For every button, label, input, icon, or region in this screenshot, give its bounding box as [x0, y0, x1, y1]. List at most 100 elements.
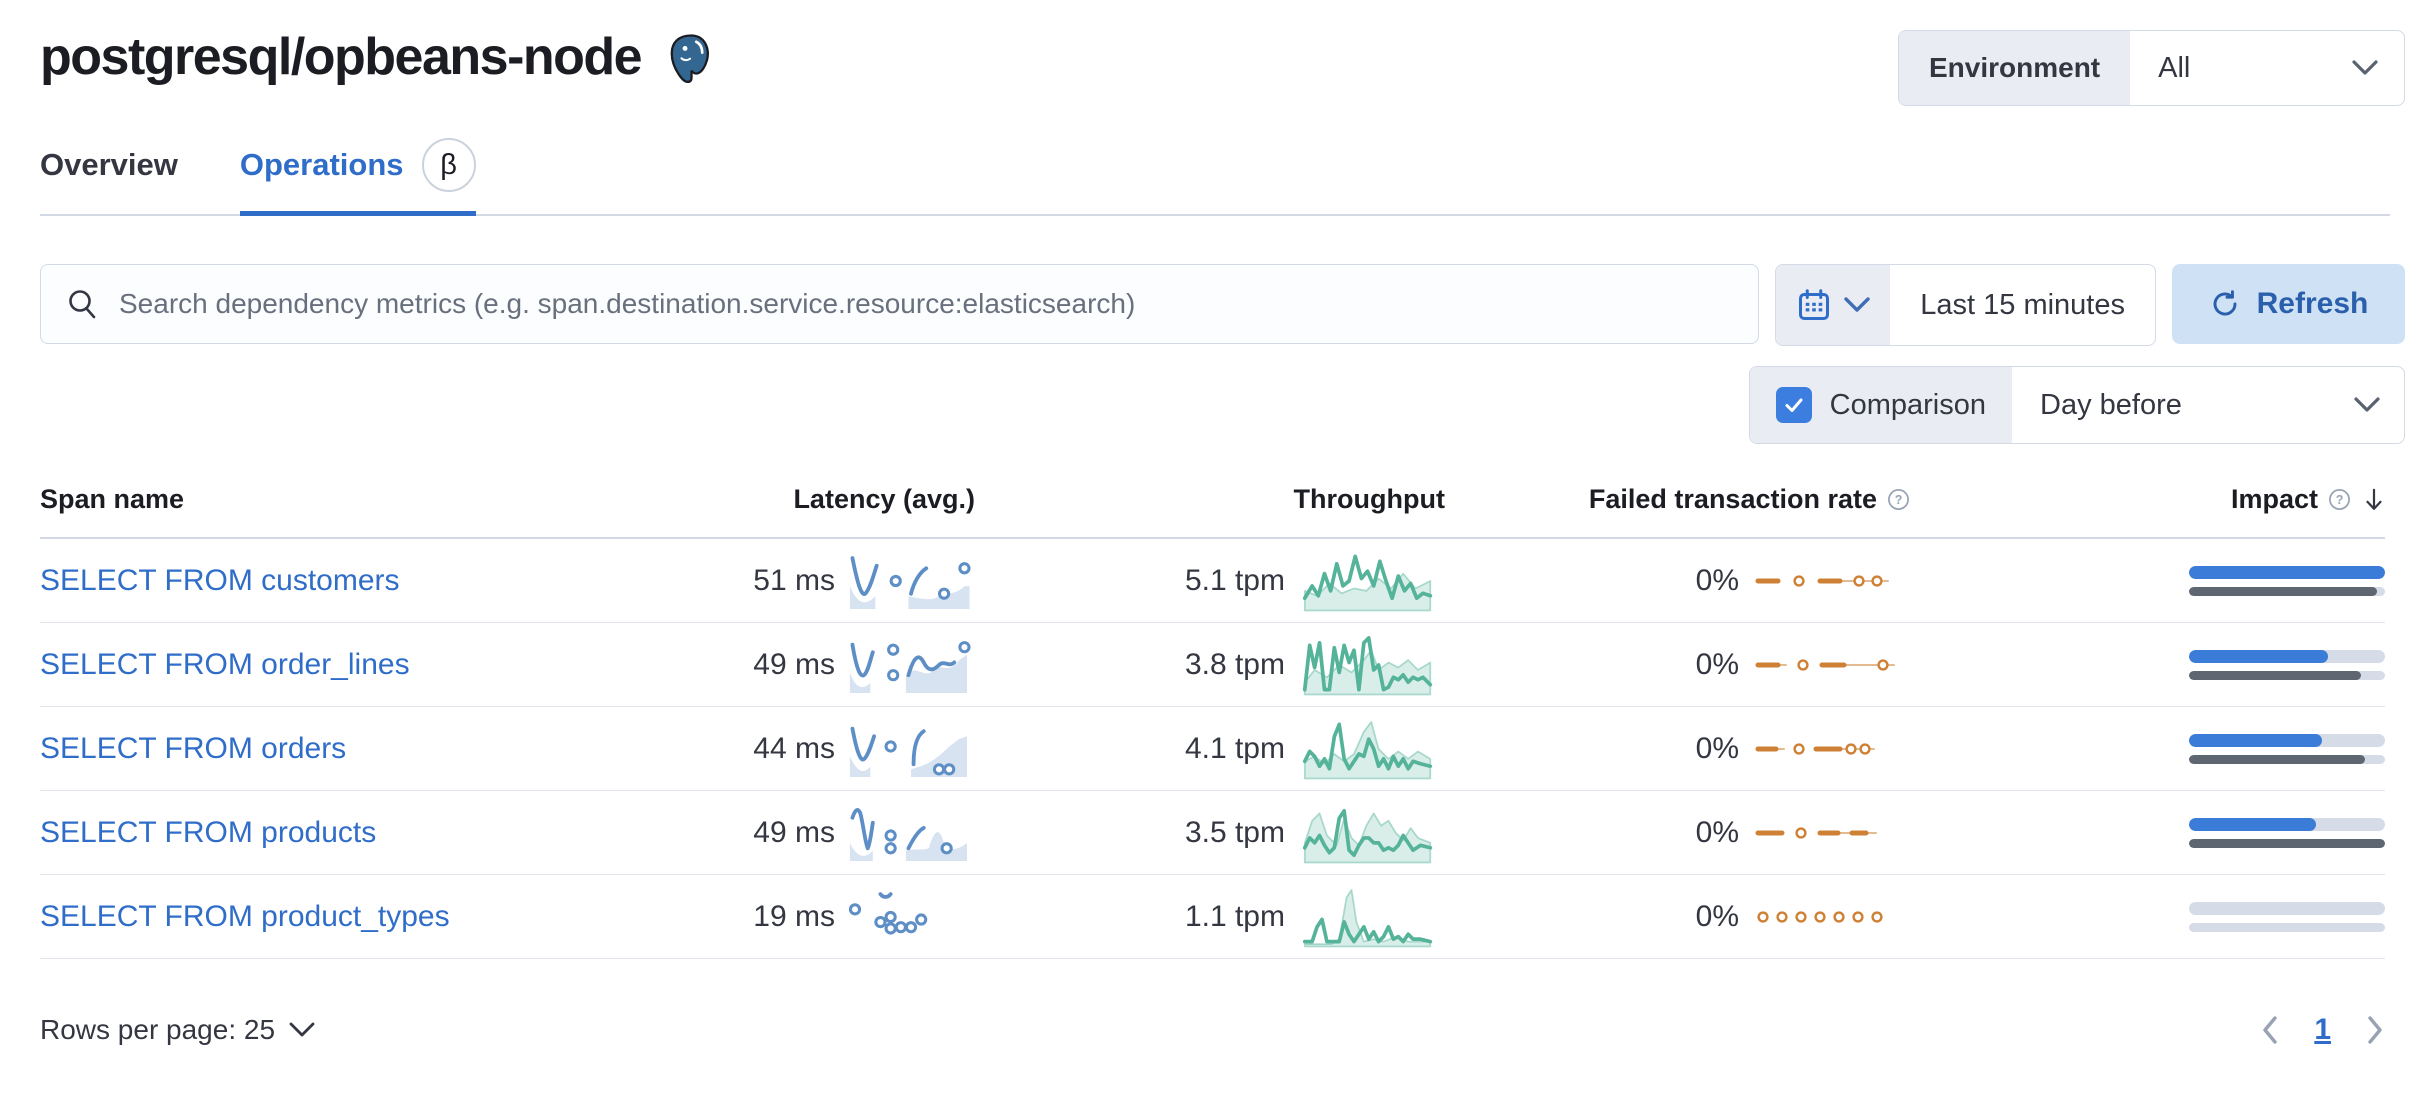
- comparison-control: Comparison Day before: [1748, 366, 2405, 444]
- comparison-value: Day before: [2040, 388, 2182, 421]
- failed-rate-sparkline: [1755, 821, 1910, 845]
- rows-per-page-label: Rows per page: 25: [40, 1014, 276, 1045]
- svg-text:?: ?: [2336, 493, 2344, 507]
- failed-rate-sparkline: [1755, 653, 1910, 677]
- latency-sparkline: [847, 721, 975, 777]
- tab-operations[interactable]: Operations β: [239, 138, 476, 216]
- page-header: postgresql/opbeans-node Environment All: [0, 0, 2430, 106]
- impact-bar-previous: [2189, 754, 2385, 764]
- table-header-row: Span name Latency (avg.) Throughput Fail…: [40, 484, 2385, 539]
- environment-value: All: [2158, 51, 2191, 84]
- date-quick-select-button[interactable]: [1776, 265, 1891, 345]
- throughput-sparkline: [1295, 885, 1445, 949]
- span-name-link[interactable]: SELECT FROM product_types: [40, 899, 450, 933]
- impact-bar-current: [2189, 733, 2385, 747]
- comparison-row: Comparison Day before: [40, 366, 2405, 444]
- failed-rate-value: 0%: [1695, 899, 1739, 933]
- question-icon: ?: [2329, 489, 2350, 510]
- check-icon: [1785, 398, 1803, 412]
- refresh-label: Refresh: [2256, 287, 2369, 320]
- time-range-button[interactable]: Last 15 minutes: [1920, 288, 2125, 321]
- latency-value: 19 ms: [753, 899, 835, 933]
- impact-bar-previous: [2189, 586, 2385, 596]
- environment-label: Environment: [1899, 31, 2131, 105]
- operations-table: Span name Latency (avg.) Throughput Fail…: [40, 484, 2385, 959]
- failed-rate-sparkline: [1755, 737, 1910, 761]
- column-header-latency[interactable]: Latency (avg.): [793, 484, 975, 514]
- impact-bar-current-fill: [2189, 649, 2329, 663]
- next-page-icon[interactable]: [2365, 1015, 2385, 1045]
- rows-per-page-button[interactable]: Rows per page: 25: [40, 1014, 315, 1046]
- impact-bar-previous-fill: [2189, 754, 2366, 764]
- comparison-checkbox[interactable]: [1775, 387, 1812, 423]
- latency-value: 44 ms: [753, 731, 835, 765]
- search-icon: [69, 290, 96, 319]
- column-header-impact[interactable]: Impact ?: [1910, 484, 2385, 537]
- impact-bar-current: [2189, 901, 2385, 915]
- tab-overview-label: Overview: [40, 147, 178, 182]
- impact-bar-current: [2189, 649, 2385, 663]
- impact-bar-previous-fill: [2189, 586, 2378, 596]
- failed-rate-sparkline: [1755, 569, 1910, 593]
- failed-rate-value: 0%: [1695, 731, 1739, 765]
- tab-operations-label: Operations: [239, 147, 404, 182]
- impact-bar-current: [2189, 817, 2385, 831]
- table-row: SELECT FROM products 49 ms 3.5 tpm 0%: [40, 791, 2385, 875]
- failed-rate-sparkline: [1755, 905, 1910, 929]
- span-name-link[interactable]: SELECT FROM orders: [40, 731, 347, 765]
- page-number[interactable]: 1: [2314, 1013, 2331, 1046]
- latency-sparkline: [847, 805, 975, 861]
- table-body: SELECT FROM customers 51 ms 5.1 tpm 0%: [40, 539, 2385, 959]
- impact-bars: [2189, 565, 2385, 596]
- table-footer: Rows per page: 25 1: [40, 1013, 2385, 1047]
- chevron-down-icon: [2354, 397, 2380, 412]
- impact-bar-previous: [2189, 670, 2385, 680]
- throughput-sparkline: [1295, 717, 1445, 781]
- impact-bar-previous: [2189, 838, 2385, 848]
- pagination: 1: [2260, 1013, 2385, 1047]
- table-row: SELECT FROM customers 51 ms 5.1 tpm 0%: [40, 539, 2385, 623]
- refresh-icon: [2213, 290, 2237, 316]
- tab-overview[interactable]: Overview: [40, 138, 178, 216]
- search-box: [40, 264, 1760, 344]
- throughput-value: 4.1 tpm: [1184, 731, 1285, 765]
- latency-sparkline: [847, 553, 975, 609]
- impact-bars: [2189, 649, 2385, 680]
- beta-badge: β: [421, 138, 476, 192]
- throughput-value: 5.1 tpm: [1184, 563, 1285, 597]
- column-header-span-name[interactable]: Span name: [40, 484, 185, 514]
- failed-rate-value: 0%: [1695, 563, 1739, 597]
- failed-rate-value: 0%: [1695, 647, 1739, 681]
- latency-sparkline: [847, 889, 975, 945]
- span-name-link[interactable]: SELECT FROM order_lines: [40, 647, 410, 681]
- latency-sparkline: [847, 637, 975, 693]
- throughput-value: 3.5 tpm: [1184, 815, 1285, 849]
- table-row: SELECT FROM product_types 19 ms 1.1 tpm …: [40, 875, 2385, 959]
- impact-bar-previous-fill: [2189, 670, 2362, 680]
- refresh-button[interactable]: Refresh: [2172, 264, 2405, 344]
- throughput-value: 1.1 tpm: [1184, 899, 1285, 933]
- sort-desc-icon: [2366, 488, 2382, 510]
- impact-bar-current-fill: [2189, 817, 2317, 831]
- span-name-link[interactable]: SELECT FROM customers: [40, 563, 400, 597]
- comparison-label: Comparison: [1829, 388, 1986, 421]
- search-input[interactable]: [40, 264, 1760, 344]
- impact-bars: [2189, 817, 2385, 848]
- impact-bar-previous-fill: [2189, 838, 2385, 848]
- previous-page-icon[interactable]: [2260, 1015, 2280, 1045]
- latency-value: 49 ms: [753, 647, 835, 681]
- column-header-throughput[interactable]: Throughput: [1293, 484, 1445, 514]
- page-title: postgresql/opbeans-node: [40, 28, 643, 86]
- calendar-icon: [1799, 289, 1830, 320]
- impact-bars: [2189, 901, 2385, 932]
- throughput-value: 3.8 tpm: [1184, 647, 1285, 681]
- comparison-select[interactable]: Day before: [2012, 367, 2404, 443]
- environment-select[interactable]: Environment All: [1898, 30, 2405, 106]
- tab-bar: Overview Operations β: [40, 138, 2390, 216]
- column-header-failed-rate[interactable]: Failed transaction rate ?: [1445, 484, 1910, 537]
- span-name-link[interactable]: SELECT FROM products: [40, 815, 377, 849]
- impact-bar-previous: [2189, 922, 2385, 932]
- throughput-sparkline: [1295, 549, 1445, 613]
- throughput-sparkline: [1295, 801, 1445, 865]
